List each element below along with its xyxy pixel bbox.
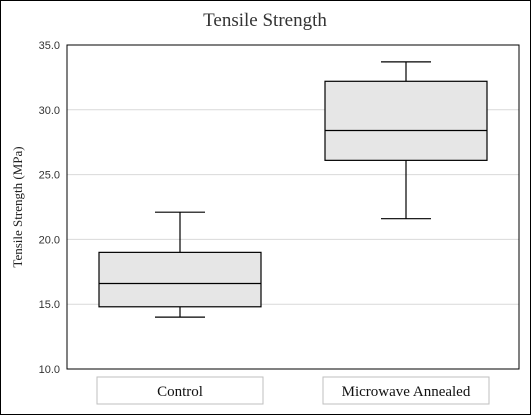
plot-area	[66, 44, 520, 370]
y-tick-label: 25.0	[39, 170, 60, 182]
boxes	[98, 61, 488, 318]
category-label: Control	[157, 384, 203, 400]
box-microwave-annealed	[324, 61, 488, 220]
y-tick-label: 15.0	[39, 299, 60, 311]
y-tick-label: 30.0	[39, 105, 60, 117]
y-axis-ticks: 10.0 15.0 20.0 25.0 30.0 35.0	[39, 40, 60, 376]
box-control	[98, 211, 262, 318]
y-tick-label: 20.0	[39, 234, 60, 246]
interquartile-box	[324, 80, 488, 161]
chart-title: Tensile Strength	[203, 10, 327, 31]
y-tick-label: 10.0	[39, 364, 60, 376]
category-label: Microwave Annealed	[342, 384, 471, 400]
category-label-frame	[96, 376, 264, 405]
category-label-box: Microwave Annealed	[322, 376, 490, 405]
y-tick-label: 35.0	[39, 40, 60, 52]
interquartile-box	[98, 251, 262, 308]
category-label-box: Control	[96, 376, 264, 405]
category-labels: Control Microwave Annealed	[96, 376, 490, 405]
category-label-frame	[322, 376, 490, 405]
y-axis-label: Tensile Strength (MPa)	[10, 146, 25, 267]
